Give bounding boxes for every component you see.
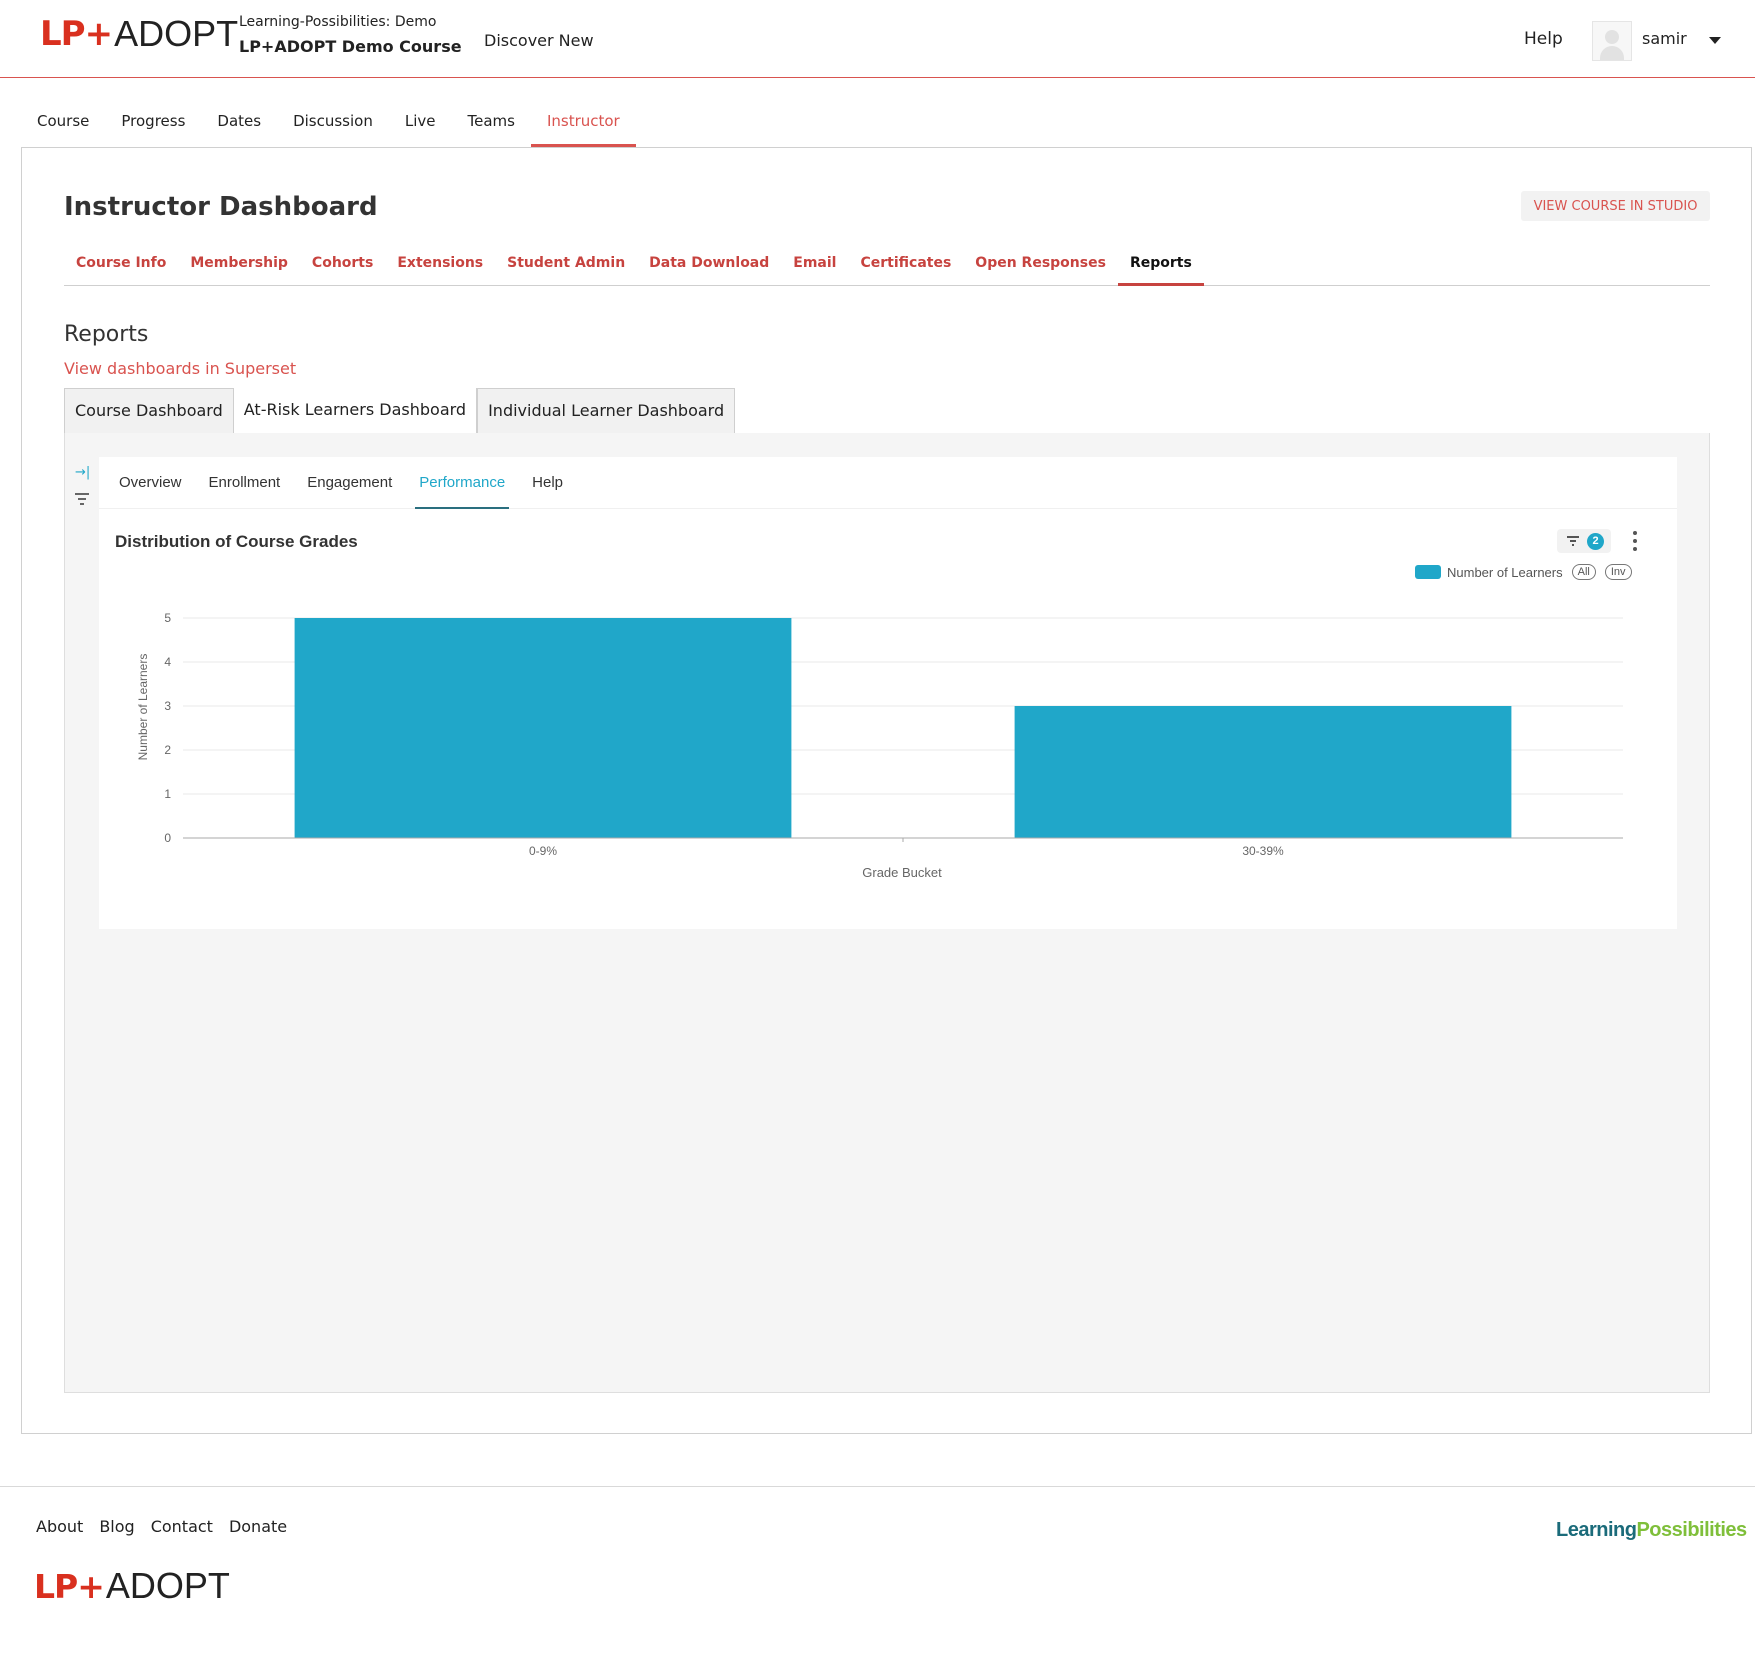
dashboard-tabs: Course Dashboard At-Risk Learners Dashbo… xyxy=(64,388,736,434)
page-title: Instructor Dashboard xyxy=(64,192,378,222)
filter-count-badge: 2 xyxy=(1587,533,1604,550)
y-tick-label: 3 xyxy=(164,699,171,713)
legend-swatch[interactable] xyxy=(1415,565,1441,579)
superset-link[interactable]: View dashboards in Superset xyxy=(64,359,297,378)
tab-email[interactable]: Email xyxy=(793,255,837,271)
expand-sidebar-icon[interactable]: →| xyxy=(75,465,91,480)
more-options-icon[interactable] xyxy=(1632,531,1638,551)
footer-lp-adopt-logo[interactable]: LP+ ADOPT xyxy=(34,1565,230,1606)
footer-link-contact[interactable]: Contact xyxy=(150,1517,213,1536)
tab-progress[interactable]: Progress xyxy=(121,112,186,130)
chevron-down-icon[interactable] xyxy=(1709,37,1721,44)
footer-link-blog[interactable]: Blog xyxy=(99,1517,135,1536)
tab-data-download[interactable]: Data Download xyxy=(649,255,770,271)
applied-filters-button[interactable]: 2 xyxy=(1557,529,1611,553)
instructor-panel: Instructor Dashboard VIEW COURSE IN STUD… xyxy=(21,147,1752,1434)
y-tick-label: 4 xyxy=(164,655,171,669)
footer-links: About Blog Contact Donate xyxy=(36,1517,303,1536)
x-tick-label: 0-9% xyxy=(529,844,557,858)
site-header: LP+ ADOPT Learning-Possibilities: Demo L… xyxy=(0,0,1755,78)
view-course-in-studio-button[interactable]: VIEW COURSE IN STUDIO xyxy=(1521,191,1710,221)
tab-course-dashboard[interactable]: Course Dashboard xyxy=(64,388,234,434)
tab-open-responses[interactable]: Open Responses xyxy=(975,255,1106,271)
tab-dates[interactable]: Dates xyxy=(217,112,262,130)
footer-link-donate[interactable]: Donate xyxy=(228,1517,288,1536)
legend-label[interactable]: Number of Learners xyxy=(1447,564,1563,580)
tab-extensions[interactable]: Extensions xyxy=(397,255,484,271)
chart-card: Overview Enrollment Engagement Performan… xyxy=(99,457,1677,929)
tab-membership[interactable]: Membership xyxy=(190,255,288,271)
filter-icon[interactable] xyxy=(75,493,89,505)
tab-course[interactable]: Course xyxy=(37,112,90,130)
y-tick-label: 5 xyxy=(164,611,171,625)
course-name: LP+ADOPT Demo Course xyxy=(239,37,462,56)
chart-legend: Number of Learners All Inv xyxy=(1415,564,1632,580)
reports-heading: Reports xyxy=(64,322,149,347)
tab-help[interactable]: Help xyxy=(532,474,564,491)
tab-live[interactable]: Live xyxy=(404,112,436,130)
y-tick-label: 2 xyxy=(164,743,171,757)
avatar[interactable] xyxy=(1592,21,1632,61)
y-tick-label: 0 xyxy=(164,831,171,845)
tab-discussion[interactable]: Discussion xyxy=(293,112,373,130)
bar[interactable] xyxy=(294,618,792,838)
footer-link-about[interactable]: About xyxy=(36,1517,84,1536)
y-axis-label: Number of Learners xyxy=(136,654,150,761)
tab-certificates[interactable]: Certificates xyxy=(860,255,952,271)
tab-student-admin[interactable]: Student Admin xyxy=(507,255,626,271)
chart-title: Distribution of Course Grades xyxy=(115,532,358,551)
tab-cohorts[interactable]: Cohorts xyxy=(311,255,374,271)
tab-engagement[interactable]: Engagement xyxy=(307,474,393,491)
superset-embed: →| Overview Enrollment Engagement Perfor… xyxy=(64,433,1710,1393)
learning-possibilities-logo[interactable]: LearningPossibilities xyxy=(1556,1519,1747,1541)
tab-teams[interactable]: Teams xyxy=(467,112,515,130)
tab-overview[interactable]: Overview xyxy=(119,474,182,491)
tab-enrollment[interactable]: Enrollment xyxy=(208,474,281,491)
tab-at-risk-learners-dashboard[interactable]: At-Risk Learners Dashboard xyxy=(233,388,478,434)
y-tick-label: 1 xyxy=(164,787,171,801)
filter-icon xyxy=(1567,536,1579,546)
x-axis-label: Grade Bucket xyxy=(862,865,942,880)
discover-new-link[interactable]: Discover New xyxy=(484,31,594,50)
site-footer: About Blog Contact Donate LP+ ADOPT Lear… xyxy=(0,1486,1755,1656)
instructor-tabs: Course Info Membership Cohorts Extension… xyxy=(64,252,1710,286)
legend-invert-button[interactable]: Inv xyxy=(1604,564,1632,580)
help-link[interactable]: Help xyxy=(1524,29,1563,49)
course-org: Learning-Possibilities: Demo xyxy=(239,14,437,30)
lp-adopt-logo[interactable]: LP+ ADOPT xyxy=(40,13,239,54)
tab-instructor[interactable]: Instructor xyxy=(530,100,636,148)
superset-sub-tabs: Overview Enrollment Engagement Performan… xyxy=(99,457,1677,509)
course-tabs: Course Progress Dates Discussion Live Te… xyxy=(21,100,636,148)
legend-select-all-button[interactable]: All xyxy=(1571,564,1596,580)
username[interactable]: samir xyxy=(1642,29,1687,48)
bar-chart: 0 1 2 3 4 5 0-9% 30-39% Number of Learners Grad… xyxy=(136,611,1623,880)
tab-course-info[interactable]: Course Info xyxy=(76,255,167,271)
tab-performance[interactable]: Performance xyxy=(415,457,510,509)
bar[interactable] xyxy=(1014,706,1512,838)
tab-individual-learner-dashboard[interactable]: Individual Learner Dashboard xyxy=(477,388,736,434)
x-tick-label: 30-39% xyxy=(1242,844,1284,858)
tab-reports[interactable]: Reports xyxy=(1117,252,1204,286)
